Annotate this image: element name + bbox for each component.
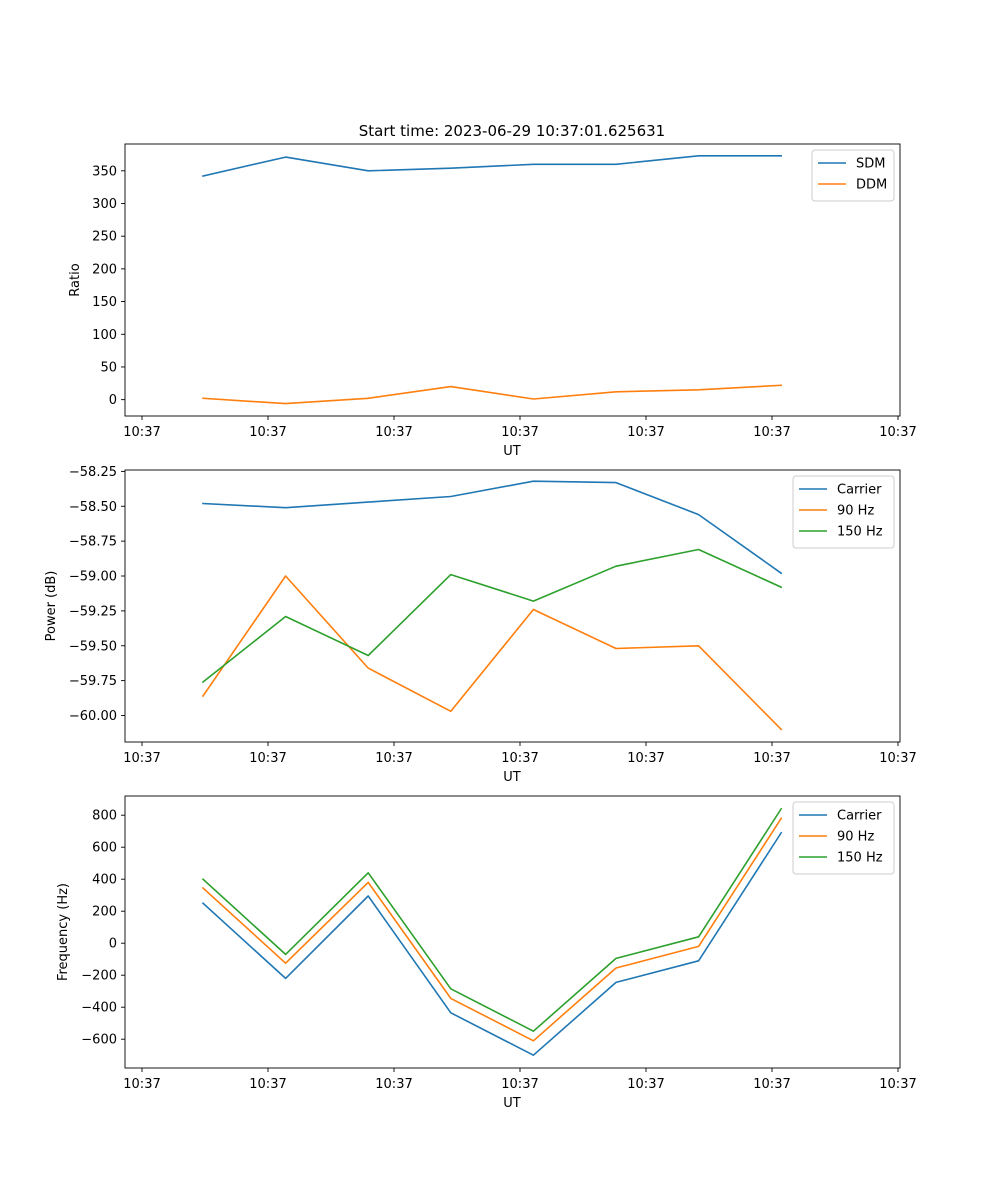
legend: SDM DDM xyxy=(811,149,895,202)
y-tick-label: −59.25 xyxy=(69,604,117,619)
series-line-carrier xyxy=(201,831,783,1056)
axes-frame xyxy=(124,469,901,743)
x-tick-label: 10:37 xyxy=(879,751,916,766)
y-tick-label: −58.75 xyxy=(69,535,117,550)
y-tick-label: −600 xyxy=(81,1033,117,1048)
x-tick-label: 10:37 xyxy=(249,751,286,766)
x-axis-label: UT xyxy=(503,770,521,785)
x-tick-label: 10:37 xyxy=(249,425,286,440)
legend-entry: 150 Hz xyxy=(837,851,883,866)
x-tick-label: 10:37 xyxy=(879,1077,916,1092)
series-line-ddm xyxy=(202,384,783,405)
x-tick-label: 10:37 xyxy=(249,1077,286,1092)
y-tick-label: −200 xyxy=(81,969,117,984)
y-tick-label: −58.25 xyxy=(69,465,117,480)
legend-entry: 90 Hz xyxy=(837,504,874,519)
y-axis-label: Power (dB) xyxy=(44,571,59,642)
x-axis-label: UT xyxy=(503,1096,521,1111)
x-tick-label: 10:37 xyxy=(501,751,538,766)
legend-entry: SDM xyxy=(856,157,885,172)
axes-frame xyxy=(124,143,901,417)
y-tick-label: 0 xyxy=(109,393,117,408)
y-tick-label: 100 xyxy=(92,328,117,343)
y-tick-label: 300 xyxy=(92,197,117,212)
y-tick-label: −400 xyxy=(81,1001,117,1016)
legend: Carrier 90 Hz 150 Hz xyxy=(792,801,895,875)
x-tick-label: 10:37 xyxy=(627,425,664,440)
y-tick-label: 200 xyxy=(92,262,117,277)
axes-frame xyxy=(124,795,901,1069)
y-tick-label: 350 xyxy=(92,164,117,179)
x-tick-label: 10:37 xyxy=(375,1077,412,1092)
x-tick-label: 10:37 xyxy=(375,425,412,440)
y-axis-label: Ratio xyxy=(68,263,83,296)
x-tick-label: 10:37 xyxy=(123,425,160,440)
series-line-150-hz xyxy=(201,807,783,1032)
series-line-150-hz xyxy=(201,548,783,684)
legend-box xyxy=(792,801,895,875)
y-tick-label: 400 xyxy=(92,873,117,888)
x-tick-label: 10:37 xyxy=(627,751,664,766)
y-tick-label: −60.00 xyxy=(69,709,117,724)
legend-entry: 150 Hz xyxy=(837,525,883,540)
y-tick-label: −59.00 xyxy=(69,570,117,585)
figure-title: Start time: 2023-06-29 10:37:01.625631 xyxy=(359,122,665,140)
y-tick-label: 800 xyxy=(92,809,117,824)
legend-box xyxy=(792,475,895,549)
series-line-90-hz xyxy=(201,575,783,731)
series-line-90-hz xyxy=(201,817,783,1042)
series-line-carrier xyxy=(202,480,783,575)
chart-panel-1: 10:3710:3710:3710:3710:3710:3710:3710:38… xyxy=(68,143,917,459)
legend-entry: 90 Hz xyxy=(837,830,874,845)
y-tick-label: 50 xyxy=(100,360,117,375)
legend: Carrier 90 Hz 150 Hz xyxy=(792,475,895,549)
x-tick-label: 10:37 xyxy=(375,751,412,766)
x-tick-label: 10:37 xyxy=(123,751,160,766)
y-tick-label: 0 xyxy=(109,937,117,952)
y-axis-label: Frequency (Hz) xyxy=(56,883,71,981)
x-tick-label: 10:37 xyxy=(501,425,538,440)
chart-panel-3: 10:3710:3710:3710:3710:3710:3710:3710:38… xyxy=(56,795,917,1111)
x-tick-label: 10:37 xyxy=(123,1077,160,1092)
chart-panel-2: 10:3710:3710:3710:3710:3710:3710:3710:38… xyxy=(44,465,917,785)
legend-entry: Carrier xyxy=(837,809,882,824)
legend-entry: Carrier xyxy=(837,483,882,498)
y-tick-label: −59.50 xyxy=(69,639,117,654)
y-tick-label: 250 xyxy=(92,230,117,245)
series-line-sdm xyxy=(202,155,783,177)
y-tick-label: 600 xyxy=(92,841,117,856)
y-tick-label: −59.75 xyxy=(69,674,117,689)
y-tick-label: 200 xyxy=(92,905,117,920)
legend-entry: DDM xyxy=(856,178,887,193)
x-tick-label: 10:37 xyxy=(879,425,916,440)
y-tick-label: −58.50 xyxy=(69,500,117,515)
x-tick-label: 10:37 xyxy=(753,1077,790,1092)
x-tick-label: 10:37 xyxy=(753,751,790,766)
x-tick-label: 10:37 xyxy=(753,425,790,440)
x-tick-label: 10:37 xyxy=(627,1077,664,1092)
x-axis-label: UT xyxy=(503,444,521,459)
x-tick-label: 10:37 xyxy=(501,1077,538,1092)
y-tick-label: 150 xyxy=(92,295,117,310)
